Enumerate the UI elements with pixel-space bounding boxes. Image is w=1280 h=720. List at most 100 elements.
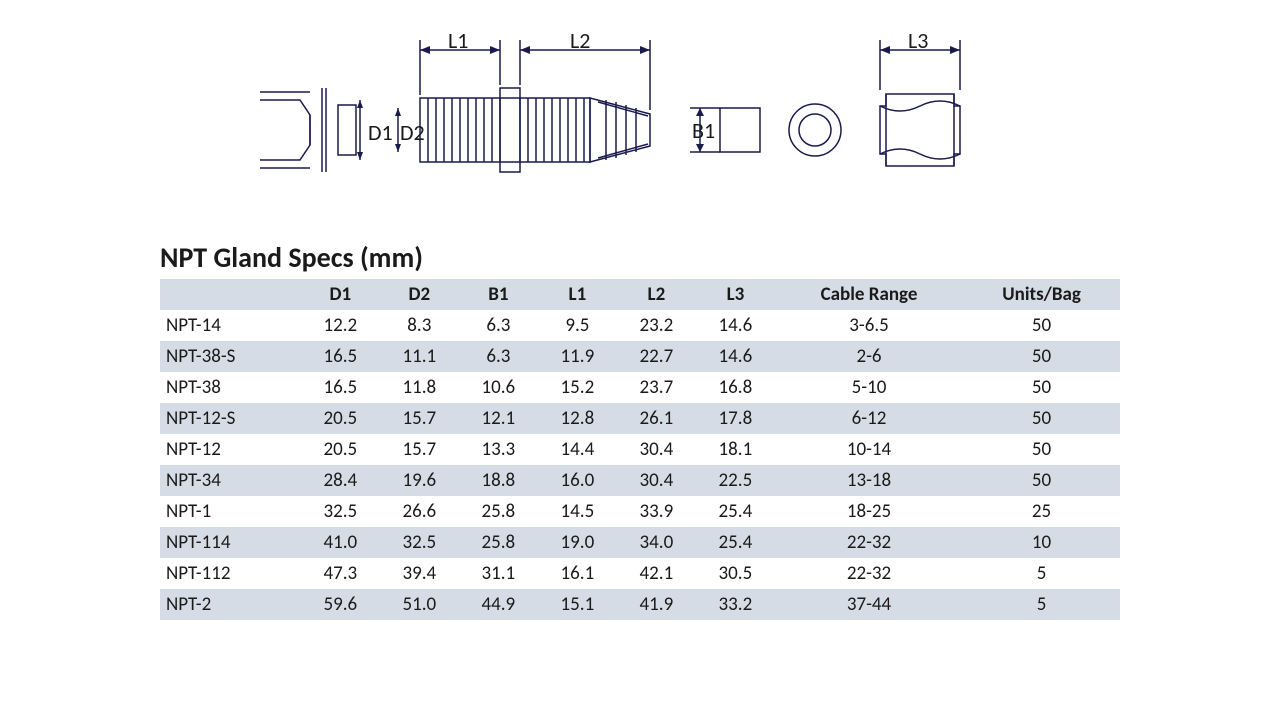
table-cell: NPT-2 (160, 589, 301, 620)
table-cell: 18.8 (459, 465, 538, 496)
table-cell: 25.8 (459, 527, 538, 558)
table-row: NPT-12-S20.515.712.112.826.117.86-1250 (160, 403, 1120, 434)
table-cell: 42.1 (617, 558, 696, 589)
table-cell: 20.5 (301, 403, 380, 434)
table-cell: 25 (963, 496, 1120, 527)
table-cell: 12.1 (459, 403, 538, 434)
table-cell: NPT-12-S (160, 403, 301, 434)
table-cell: 10.6 (459, 372, 538, 403)
table-cell: 5 (963, 558, 1120, 589)
table-cell: 12.8 (538, 403, 617, 434)
table-cell: 23.2 (617, 310, 696, 341)
table-cell: 18-25 (775, 496, 963, 527)
table-cell: 33.9 (617, 496, 696, 527)
table-cell: 39.4 (380, 558, 459, 589)
table-cell: 50 (963, 465, 1120, 496)
table-row: NPT-259.651.044.915.141.933.237-445 (160, 589, 1120, 620)
table-cell: 5-10 (775, 372, 963, 403)
table-row: NPT-11247.339.431.116.142.130.522-325 (160, 558, 1120, 589)
table-cell: 16.5 (301, 372, 380, 403)
table-cell: 26.6 (380, 496, 459, 527)
table-cell: 5 (963, 589, 1120, 620)
table-cell: 16.1 (538, 558, 617, 589)
table-cell: 50 (963, 403, 1120, 434)
table-cell: NPT-12 (160, 434, 301, 465)
table-cell: 50 (963, 341, 1120, 372)
table-cell: 12.2 (301, 310, 380, 341)
table-cell: 8.3 (380, 310, 459, 341)
table-cell: 14.5 (538, 496, 617, 527)
table-cell: 15.7 (380, 403, 459, 434)
col-header: L1 (538, 279, 617, 310)
table-cell: 25.4 (696, 496, 775, 527)
table-cell: NPT-34 (160, 465, 301, 496)
table-cell: 22.5 (696, 465, 775, 496)
table-cell: 34.0 (617, 527, 696, 558)
label-b1: B1 (692, 117, 715, 144)
table-cell: 22-32 (775, 558, 963, 589)
table-cell: 14.6 (696, 310, 775, 341)
table-cell: 41.0 (301, 527, 380, 558)
table-cell: 16.0 (538, 465, 617, 496)
table-row: NPT-3428.419.618.816.030.422.513-1850 (160, 465, 1120, 496)
label-l2: L2 (570, 27, 590, 54)
col-header: D1 (301, 279, 380, 310)
table-cell: 37-44 (775, 589, 963, 620)
label-l3: L3 (908, 27, 928, 54)
table-cell: 14.4 (538, 434, 617, 465)
table-cell: 59.6 (301, 589, 380, 620)
col-header: L3 (696, 279, 775, 310)
table-cell: NPT-38-S (160, 341, 301, 372)
table-cell: 3-6.5 (775, 310, 963, 341)
label-d2: D2 (400, 119, 425, 146)
table-row: NPT-11441.032.525.819.034.025.422-3210 (160, 527, 1120, 558)
table-cell: 10 (963, 527, 1120, 558)
table-cell: 13-18 (775, 465, 963, 496)
table-cell: 2-6 (775, 341, 963, 372)
table-cell: 22-32 (775, 527, 963, 558)
table-cell: 14.6 (696, 341, 775, 372)
table-cell: 33.2 (696, 589, 775, 620)
specs-table: D1D2B1L1L2L3Cable RangeUnits/Bag NPT-141… (160, 279, 1120, 620)
gland-diagram: D1 D2 L1 L2 L3 B1 (160, 20, 1120, 220)
col-header: B1 (459, 279, 538, 310)
table-cell: 11.9 (538, 341, 617, 372)
table-cell: 25.8 (459, 496, 538, 527)
table-cell: 16.5 (301, 341, 380, 372)
table-cell: 30.4 (617, 434, 696, 465)
table-cell: 22.7 (617, 341, 696, 372)
table-cell: NPT-38 (160, 372, 301, 403)
table-cell: 50 (963, 372, 1120, 403)
label-l1: L1 (448, 27, 468, 54)
table-cell: 18.1 (696, 434, 775, 465)
table-row: NPT-132.526.625.814.533.925.418-2525 (160, 496, 1120, 527)
table-row: NPT-38-S16.511.16.311.922.714.62-650 (160, 341, 1120, 372)
table-cell: 44.9 (459, 589, 538, 620)
table-cell: 23.7 (617, 372, 696, 403)
table-cell: 9.5 (538, 310, 617, 341)
table-cell: 19.6 (380, 465, 459, 496)
table-cell: 15.1 (538, 589, 617, 620)
table-cell: 31.1 (459, 558, 538, 589)
table-cell: NPT-114 (160, 527, 301, 558)
table-cell: 11.8 (380, 372, 459, 403)
table-cell: NPT-112 (160, 558, 301, 589)
col-header (160, 279, 301, 310)
table-cell: 19.0 (538, 527, 617, 558)
table-cell: 20.5 (301, 434, 380, 465)
table-cell: 15.7 (380, 434, 459, 465)
table-cell: 6.3 (459, 310, 538, 341)
label-d1: D1 (368, 119, 393, 146)
table-cell: 6.3 (459, 341, 538, 372)
table-cell: 32.5 (380, 527, 459, 558)
table-cell: NPT-14 (160, 310, 301, 341)
table-cell: 47.3 (301, 558, 380, 589)
table-cell: 51.0 (380, 589, 459, 620)
table-cell: NPT-1 (160, 496, 301, 527)
table-row: NPT-1220.515.713.314.430.418.110-1450 (160, 434, 1120, 465)
col-header: Cable Range (775, 279, 963, 310)
table-cell: 30.4 (617, 465, 696, 496)
table-cell: 50 (963, 310, 1120, 341)
table-cell: 6-12 (775, 403, 963, 434)
table-cell: 16.8 (696, 372, 775, 403)
